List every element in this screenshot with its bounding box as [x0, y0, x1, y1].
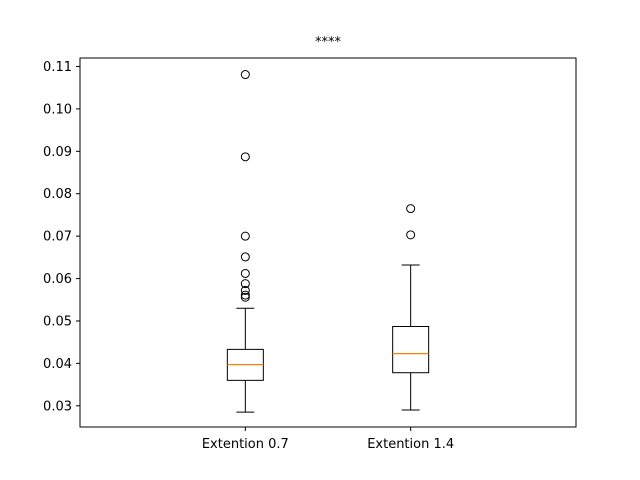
- axes-frame: [79, 57, 577, 428]
- x-tick-label: Extention 0.7: [202, 437, 289, 452]
- y-tick-label: 0.11: [43, 60, 72, 75]
- y-tick-label: 0.08: [43, 187, 72, 202]
- y-tick-label: 0.05: [43, 314, 72, 329]
- outlier-point: [240, 285, 250, 295]
- outlier-point: [406, 204, 416, 214]
- plot-area: 0.03 0.04 0.05 0.06 0.07 0.08 0.09 0.10 0.11 Exte…: [43, 57, 577, 452]
- y-tick-label: 0.10: [43, 102, 72, 117]
- outlier-point: [240, 231, 250, 241]
- outlier-point: [240, 279, 250, 289]
- outlier-point: [240, 152, 250, 162]
- chart-title: ****: [315, 35, 342, 50]
- x-tick-label: Extention 1.4: [367, 437, 454, 452]
- outlier-point: [240, 290, 250, 300]
- outlier-point: [240, 268, 250, 278]
- y-tick-label: 0.07: [43, 230, 72, 245]
- outlier-point: [406, 230, 416, 240]
- y-tick-label: 0.03: [43, 399, 72, 414]
- outlier-point: [240, 70, 250, 80]
- y-tick-label: 0.04: [43, 357, 72, 372]
- y-tick-label: 0.06: [43, 272, 72, 287]
- outlier-point: [240, 292, 250, 302]
- y-tick-label: 0.09: [43, 145, 72, 160]
- iqr-box: [392, 325, 430, 374]
- outlier-point: [240, 252, 250, 262]
